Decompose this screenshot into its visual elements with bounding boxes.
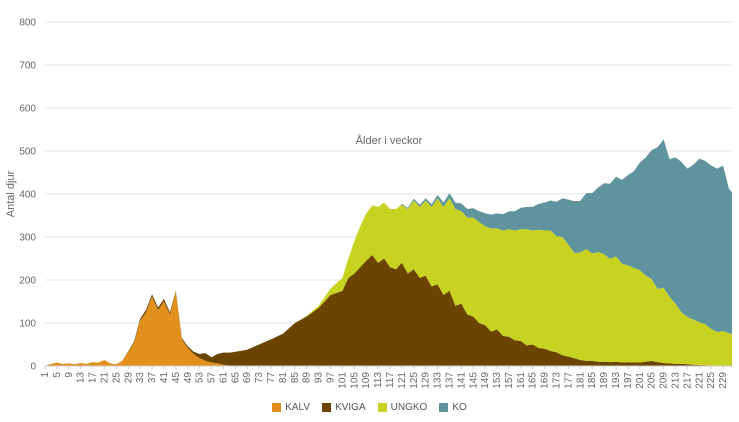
x-tick-label: 121 (397, 372, 408, 389)
x-tick-label: 129 (421, 372, 432, 389)
x-tick-label: 61 (218, 372, 229, 384)
legend-swatch-ungko (377, 402, 387, 412)
area-series-kviga[interactable] (45, 255, 732, 366)
legend-label-ungko: UNGKO (390, 401, 428, 413)
x-tick-label: 225 (706, 372, 717, 389)
x-tick-label: 93 (314, 372, 325, 384)
x-tick-label: 37 (147, 372, 158, 384)
x-tick-label: 101 (337, 372, 348, 389)
x-tick-label: 1 (40, 372, 51, 378)
x-tick-label: 149 (480, 372, 491, 389)
x-tick-label: 201 (635, 372, 646, 389)
x-tick-label: 73 (254, 372, 265, 384)
x-tick-label: 89 (302, 372, 313, 384)
x-tick-label: 25 (111, 372, 122, 384)
x-tick-label: 205 (647, 372, 658, 389)
legend-item-ko[interactable]: KO (439, 401, 467, 413)
x-tick-label: 17 (88, 372, 99, 384)
legend-item-kalv[interactable]: KALV (272, 402, 310, 413)
y-tick-label: 200 (19, 276, 36, 287)
area-series-ungko[interactable] (45, 198, 732, 366)
x-tick-label: 97 (326, 372, 337, 384)
legend-swatch-kviga (322, 402, 332, 412)
legend-item-kviga[interactable]: KVIGA (322, 402, 366, 413)
x-tick-label: 133 (433, 372, 444, 389)
x-tick-label: 177 (563, 372, 574, 389)
x-tick-label: 5 (52, 372, 63, 378)
x-tick-label: 49 (183, 372, 194, 384)
x-tick-label: 41 (159, 372, 170, 384)
x-tick-label: 9 (64, 372, 75, 378)
x-tick-label: 69 (242, 372, 253, 384)
legend-label-kalv: KALV (285, 401, 311, 413)
x-tick-label: 57 (207, 372, 218, 384)
x-tick-label: 81 (278, 372, 289, 384)
area-series-ko[interactable] (45, 139, 732, 366)
x-tick-label: 161 (516, 372, 527, 389)
x-tick-label: 221 (694, 372, 705, 389)
x-tick-label: 181 (575, 372, 586, 389)
x-tick-label: 153 (492, 372, 503, 389)
x-tick-label: 53 (195, 372, 206, 384)
x-axis-label: Ålder i veckor (356, 134, 423, 147)
x-tick-label: 169 (540, 372, 551, 389)
y-axis-label: Antal djur (5, 170, 17, 217)
x-tick-label: 189 (599, 372, 610, 389)
legend-label-ko: KO (452, 401, 467, 413)
x-tick-label: 197 (623, 372, 634, 389)
x-tick-label: 21 (99, 372, 110, 384)
x-tick-label: 13 (76, 372, 87, 384)
x-axis-ticks: 1 5 9 13 17 21 25 29 33 37 41 45 49 53 57 61 65 69 73 77 81 8… (40, 365, 732, 389)
y-tick-label: 300 (19, 233, 36, 244)
x-tick-label: 117 (385, 372, 396, 388)
x-tick-label: 29 (123, 372, 134, 384)
x-tick-label: 209 (659, 372, 670, 389)
y-tick-label: 0 (30, 362, 36, 373)
legend-swatch-kalv (272, 402, 282, 412)
x-tick-label: 137 (444, 372, 455, 389)
legend-swatch-ko (439, 402, 449, 412)
x-tick-label: 173 (552, 372, 563, 389)
x-tick-label: 185 (587, 372, 598, 389)
y-tick-label: 100 (19, 319, 36, 330)
x-tick-label: 157 (504, 372, 515, 389)
x-tick-label: 141 (456, 372, 467, 389)
stacked-areas (45, 139, 732, 366)
x-tick-label: 65 (230, 372, 241, 384)
legend: KALV KVIGA UNGKO KO (0, 399, 739, 415)
y-tick-label: 700 (19, 61, 36, 72)
legend-item-ungko[interactable]: UNGKO (377, 401, 428, 413)
x-tick-label: 105 (349, 372, 360, 389)
x-tick-label: 193 (611, 372, 622, 389)
x-tick-label: 85 (290, 372, 301, 384)
y-axis-ticks: 0 100 200 300 400 500 600 700 800 (19, 18, 36, 373)
x-tick-label: 77 (266, 372, 277, 384)
x-tick-label: 125 (409, 372, 420, 389)
y-tick-label: 600 (19, 104, 36, 115)
x-tick-label: 145 (468, 372, 479, 389)
x-tick-label: 213 (670, 372, 681, 389)
x-tick-label: 217 (682, 372, 693, 389)
y-tick-label: 800 (19, 18, 36, 29)
y-tick-label: 400 (19, 190, 36, 201)
x-tick-label: 229 (718, 372, 729, 389)
legend-label-kviga: KVIGA (335, 401, 366, 413)
x-tick-label: 165 (528, 372, 539, 389)
x-tick-label: 33 (135, 372, 146, 384)
x-tick-label: 109 (361, 372, 372, 389)
y-tick-label: 500 (19, 147, 36, 158)
x-tick-label: 113 (373, 372, 384, 388)
x-tick-label: 45 (171, 372, 182, 384)
